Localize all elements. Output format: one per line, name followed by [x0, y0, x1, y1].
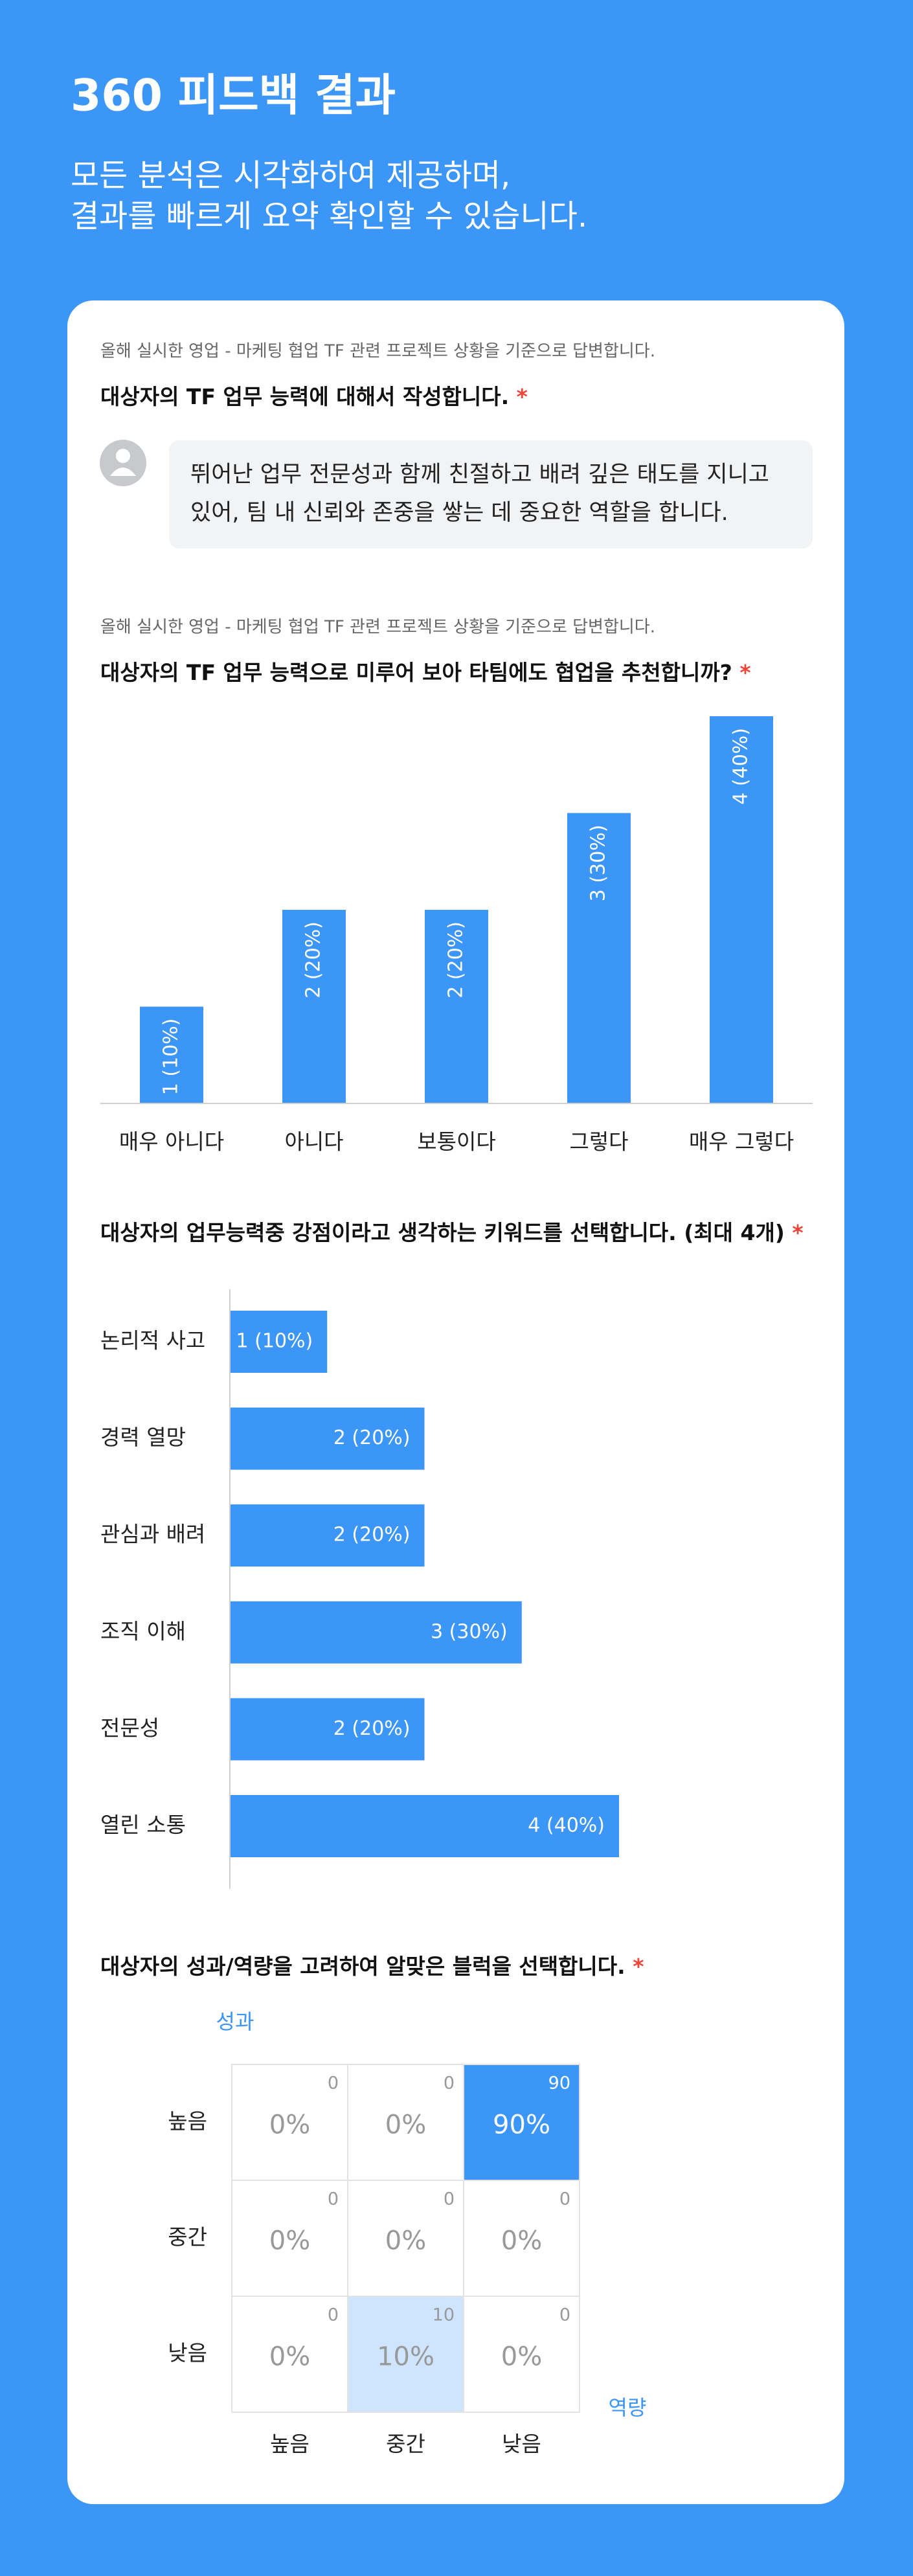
- value-label: 4 (40%): [528, 1814, 605, 1837]
- bar: [230, 1698, 425, 1761]
- y-tick-label: 관심과 배려: [100, 1522, 205, 1547]
- cell-percent: 0%: [385, 2226, 426, 2256]
- cell-percent: 0%: [385, 2110, 426, 2140]
- cell-count: 0: [444, 2073, 455, 2094]
- bar: [567, 813, 631, 1103]
- page-title: 360 피드백 결과: [71, 71, 396, 122]
- cell-percent: 90%: [493, 2110, 550, 2140]
- cell-percent: 0%: [501, 2342, 542, 2372]
- bar: [230, 1601, 522, 1664]
- cell-count: 10: [433, 2305, 455, 2325]
- heat-cell: [231, 2180, 348, 2297]
- value-label: 2 (20%): [302, 921, 325, 999]
- cell-percent: 0%: [269, 2110, 310, 2140]
- question: 대상자의 TF 업무 능력으로 미루어 보아 타팀에도 협업을 추천합니까? *: [100, 660, 751, 685]
- y-tick-label: 조직 이해: [100, 1618, 186, 1644]
- bar: [140, 1006, 203, 1103]
- bar: [230, 1504, 425, 1567]
- value-label: 2 (20%): [445, 921, 468, 999]
- heat-cell: [231, 2296, 348, 2413]
- value-label: 1 (10%): [236, 1330, 313, 1353]
- x-axis-label: 역량: [609, 2395, 647, 2420]
- value-label: 3 (30%): [587, 825, 610, 902]
- cell-percent: 10%: [377, 2342, 434, 2372]
- heat-cell: [347, 2180, 464, 2297]
- bar: [282, 910, 346, 1103]
- col-label: 높음: [270, 2432, 310, 2457]
- value-label: 2 (20%): [333, 1524, 411, 1546]
- card: [67, 300, 844, 2504]
- cell-percent: 0%: [269, 2342, 310, 2372]
- heat-cell: [463, 2296, 580, 2413]
- required-mark: *: [739, 660, 750, 685]
- x-tick-label: 매우 그렇다: [689, 1129, 794, 1155]
- col-label: 낮음: [502, 2432, 541, 2457]
- bar: [230, 1407, 425, 1470]
- question-text: 대상자의 TF 업무 능력에 대해서 작성합니다.: [100, 384, 509, 409]
- cell-count: 0: [444, 2189, 455, 2209]
- cell-count: 0: [559, 2305, 570, 2325]
- x-tick-label: 보통이다: [417, 1129, 495, 1155]
- context: 올해 실시한 영업 - 마케팅 협업 TF 관련 프로젝트 상황을 기준으로 답…: [100, 618, 655, 637]
- y-axis-label: 성과: [216, 2009, 254, 2034]
- bar: [230, 1311, 328, 1373]
- context: 올해 실시한 영업 - 마케팅 협업 TF 관련 프로젝트 상황을 기준으로 답…: [100, 342, 655, 361]
- cell-percent: 0%: [501, 2226, 542, 2256]
- row-label: 낮음: [168, 2340, 207, 2366]
- cell-count: 0: [328, 2305, 339, 2325]
- heat-cell: [347, 2296, 464, 2413]
- answer-box: 뛰어난 업무 전문성과 함께 친절하고 배려 깊은 태도를 지니고 있어, 팀 …: [169, 440, 813, 548]
- value-label: 3 (30%): [431, 1620, 508, 1643]
- question: 대상자의 성과/역량을 고려하여 알맞은 블럭을 선택합니다. *: [100, 1954, 644, 1979]
- cell-percent: 0%: [269, 2226, 310, 2256]
- y-tick-label: 전문성: [100, 1715, 159, 1741]
- bar: [230, 1795, 619, 1857]
- subtitle: 결과를 빠르게 요약 확인할 수 있습니다.: [71, 198, 587, 234]
- heat-cell: [463, 2064, 580, 2181]
- question-text: 대상자의 TF 업무 능력으로 미루어 보아 타팀에도 협업을 추천합니까?: [100, 660, 732, 685]
- cell-count: 0: [328, 2073, 339, 2094]
- required-mark: *: [517, 384, 528, 409]
- bar: [710, 716, 773, 1103]
- cell-count: 0: [559, 2189, 570, 2209]
- question-text: 대상자의 업무능력중 강점이라고 생각하는 키워드를 선택합니다. (최대 4개…: [100, 1220, 785, 1245]
- x-tick-label: 아니다: [284, 1129, 343, 1155]
- question: 대상자의 업무능력중 강점이라고 생각하는 키워드를 선택합니다. (최대 4개…: [100, 1220, 804, 1245]
- subtitle: 모든 분석은 시각화하여 제공하며,: [71, 157, 510, 194]
- value-label: 2 (20%): [333, 1717, 411, 1740]
- heat-cell: [231, 2064, 348, 2181]
- value-label: 1 (10%): [160, 1019, 183, 1096]
- row-label: 중간: [168, 2224, 207, 2250]
- question-text: 대상자의 성과/역량을 고려하여 알맞은 블럭을 선택합니다.: [100, 1954, 626, 1979]
- y-tick-label: 경력 열망: [100, 1425, 186, 1450]
- x-tick-label: 매우 아니다: [119, 1129, 224, 1155]
- value-label: 2 (20%): [333, 1427, 411, 1449]
- required-mark: *: [792, 1220, 803, 1245]
- bar: [425, 910, 488, 1103]
- value-label: 4 (40%): [730, 728, 752, 805]
- cell-count: 90: [548, 2073, 570, 2094]
- y-tick-label: 열린 소통: [100, 1813, 186, 1838]
- cell-count: 0: [328, 2189, 339, 2209]
- required-mark: *: [633, 1954, 644, 1979]
- question: 대상자의 TF 업무 능력에 대해서 작성합니다. *: [100, 384, 528, 409]
- heat-cell: [463, 2180, 580, 2297]
- avatar: [100, 440, 146, 486]
- row-label: 높음: [168, 2108, 207, 2134]
- x-tick-label: 그렇다: [569, 1129, 628, 1155]
- col-label: 중간: [386, 2432, 425, 2457]
- y-tick-label: 논리적 사고: [100, 1328, 205, 1353]
